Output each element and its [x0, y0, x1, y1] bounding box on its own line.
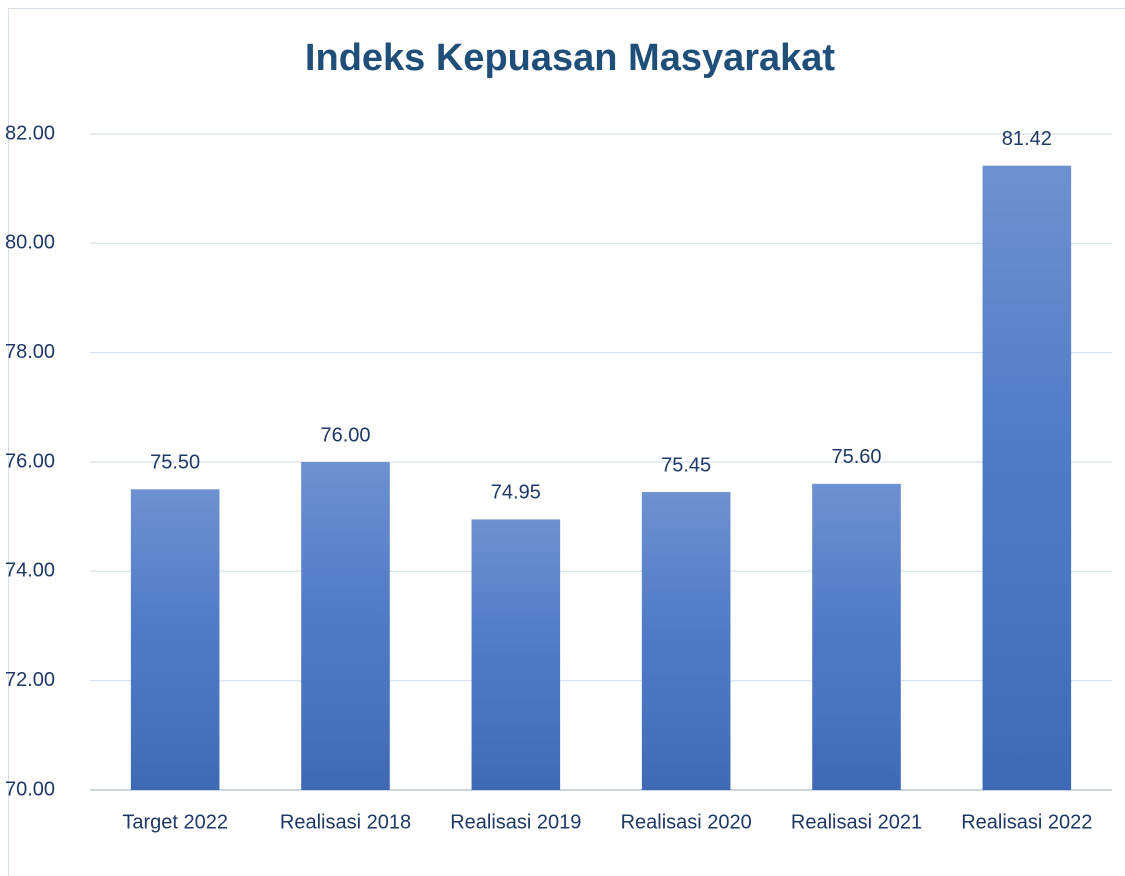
y-tick-label: 78.00 — [5, 341, 55, 363]
x-tick-label: Realisasi 2020 — [621, 811, 752, 833]
value-label: 75.60 — [831, 446, 881, 468]
x-tick-label: Realisasi 2022 — [961, 811, 1092, 833]
x-tick-label: Realisasi 2018 — [280, 811, 411, 833]
y-tick-label: 70.00 — [5, 778, 55, 800]
x-tick-label: Realisasi 2019 — [450, 811, 581, 833]
value-label: 76.00 — [320, 424, 370, 446]
bar — [130, 489, 220, 790]
bar — [982, 165, 1072, 790]
y-tick-label: 72.00 — [5, 669, 55, 691]
value-label: 81.42 — [1002, 128, 1052, 150]
y-tick-label: 80.00 — [5, 232, 55, 254]
x-tick-label: Realisasi 2021 — [791, 811, 922, 833]
bar — [641, 492, 731, 790]
chart-title: Indeks Kepuasan Masyarakat — [305, 37, 835, 79]
x-tick-label: Target 2022 — [122, 811, 228, 833]
frame — [8, 8, 1125, 876]
y-tick-label: 82.00 — [5, 122, 55, 144]
y-tick-label: 74.00 — [5, 560, 55, 582]
bar — [471, 519, 561, 790]
value-label: 75.50 — [150, 452, 200, 474]
y-tick-label: 76.00 — [5, 450, 55, 472]
value-label: 75.45 — [661, 454, 711, 476]
value-label: 74.95 — [491, 482, 541, 504]
bar — [301, 462, 390, 790]
bar — [812, 483, 901, 790]
